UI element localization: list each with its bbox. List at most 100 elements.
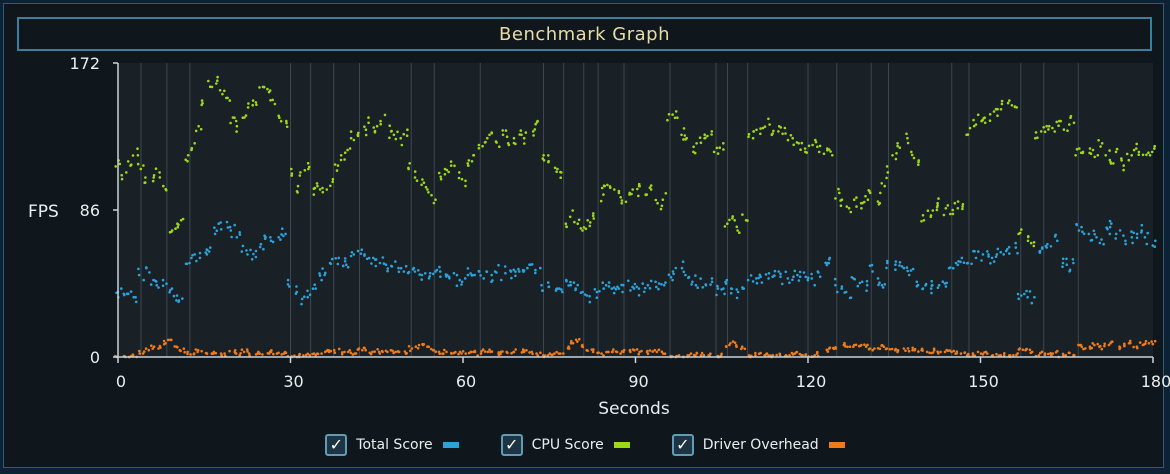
data-point	[535, 352, 538, 355]
data-point	[1122, 168, 1125, 172]
data-point	[800, 141, 804, 145]
data-point	[910, 153, 914, 157]
data-point	[191, 254, 194, 257]
data-point	[364, 133, 368, 137]
data-point	[912, 156, 916, 160]
data-point	[791, 278, 794, 282]
data-point	[1069, 114, 1073, 118]
data-point	[505, 135, 509, 138]
data-point	[407, 345, 411, 348]
data-point	[157, 286, 160, 289]
data-point	[334, 257, 338, 260]
data-point	[1067, 351, 1071, 355]
data-point	[254, 101, 258, 104]
data-point	[430, 193, 433, 197]
legend-item-cpu-score[interactable]: ✓ CPU Score	[500, 434, 630, 456]
data-point	[847, 206, 851, 210]
data-point	[238, 354, 241, 357]
data-point	[1013, 105, 1017, 109]
data-point	[176, 345, 179, 349]
data-point	[339, 158, 343, 162]
data-point	[990, 256, 994, 260]
data-point	[741, 346, 744, 349]
data-point	[777, 125, 781, 128]
data-point	[865, 289, 868, 293]
data-point	[285, 119, 288, 123]
data-point	[860, 280, 864, 284]
data-point	[198, 256, 202, 260]
data-point	[1017, 348, 1021, 351]
data-point	[208, 85, 212, 88]
data-point	[792, 143, 795, 147]
data-point	[469, 272, 472, 275]
data-point	[129, 290, 133, 293]
data-point	[607, 281, 611, 284]
data-point	[981, 253, 985, 256]
data-point	[390, 264, 393, 268]
data-point	[194, 348, 198, 351]
data-point	[298, 174, 302, 177]
data-point	[771, 132, 774, 135]
data-point	[390, 129, 393, 133]
data-point	[1122, 234, 1125, 237]
data-point	[1137, 153, 1140, 156]
data-point	[1030, 301, 1034, 305]
data-point	[534, 271, 537, 275]
data-point	[321, 267, 324, 270]
data-point	[784, 132, 787, 135]
checkbox-driver-overhead[interactable]: ✓	[671, 434, 694, 456]
data-point	[1137, 150, 1141, 154]
data-point	[946, 349, 950, 353]
data-point	[303, 295, 306, 299]
data-point	[231, 116, 235, 119]
checkbox-total-score[interactable]: ✓	[325, 434, 348, 456]
data-point	[1130, 154, 1133, 157]
data-point	[777, 270, 780, 273]
data-point	[414, 345, 418, 349]
data-point	[591, 214, 595, 218]
data-point	[362, 346, 366, 350]
data-point	[239, 352, 242, 355]
legend-item-driver-overhead[interactable]: ✓ Driver Overhead	[671, 434, 845, 456]
data-point	[397, 266, 400, 270]
data-point	[784, 270, 788, 274]
data-point	[504, 271, 507, 275]
data-point	[540, 283, 543, 287]
data-point	[173, 345, 176, 348]
data-point	[463, 277, 467, 280]
data-point	[954, 261, 958, 265]
data-point	[168, 290, 171, 294]
data-point	[891, 154, 894, 157]
data-point	[1014, 241, 1017, 245]
data-point	[432, 272, 435, 276]
data-point	[170, 338, 173, 342]
data-point	[642, 290, 646, 294]
data-point	[1127, 158, 1131, 162]
data-point	[413, 270, 417, 273]
data-point	[424, 185, 428, 189]
data-point	[555, 350, 558, 354]
data-point	[945, 281, 948, 285]
data-point	[863, 200, 866, 204]
data-point	[917, 163, 920, 166]
data-point	[1065, 257, 1068, 261]
data-point	[270, 349, 273, 352]
data-point	[547, 159, 550, 163]
checkbox-cpu-score[interactable]: ✓	[500, 434, 523, 456]
data-point	[542, 154, 545, 157]
data-point	[504, 129, 508, 132]
data-point	[172, 294, 176, 298]
data-point	[1148, 154, 1152, 157]
data-point	[1010, 104, 1014, 107]
data-point	[617, 191, 621, 195]
legend-swatch	[828, 442, 845, 448]
data-point	[367, 256, 371, 260]
legend-item-total-score[interactable]: ✓ Total Score	[325, 434, 459, 456]
data-point	[574, 288, 577, 292]
data-point	[657, 348, 661, 352]
data-point	[148, 271, 151, 274]
data-point	[994, 107, 998, 111]
data-point	[817, 271, 820, 274]
data-point	[704, 136, 707, 140]
data-point	[162, 342, 166, 346]
